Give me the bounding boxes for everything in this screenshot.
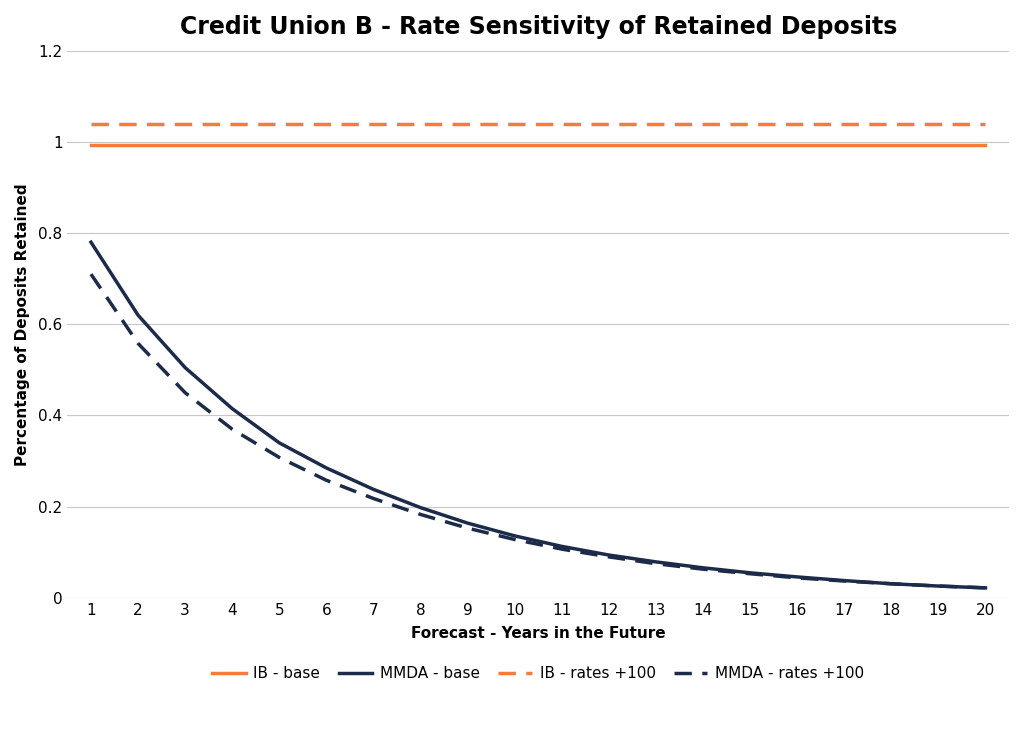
MMDA - base bbox=[368, 485, 380, 494]
MMDA - rates +100 bbox=[273, 453, 286, 462]
MMDA - rates +100 bbox=[226, 424, 239, 433]
IB - base bbox=[368, 141, 380, 150]
MMDA - base bbox=[179, 363, 191, 372]
IB - rates +100 bbox=[838, 119, 850, 128]
MMDA - base bbox=[462, 519, 474, 528]
IB - rates +100 bbox=[932, 119, 944, 128]
MMDA - base bbox=[697, 563, 710, 572]
IB - base bbox=[979, 141, 991, 150]
IB - base bbox=[932, 141, 944, 150]
MMDA - base bbox=[979, 583, 991, 592]
MMDA - rates +100 bbox=[368, 494, 380, 503]
MMDA - rates +100 bbox=[697, 565, 710, 574]
IB - rates +100 bbox=[226, 119, 239, 128]
MMDA - base bbox=[415, 503, 427, 512]
X-axis label: Forecast - Years in the Future: Forecast - Years in the Future bbox=[411, 626, 666, 641]
IB - rates +100 bbox=[650, 119, 663, 128]
MMDA - base bbox=[509, 531, 521, 540]
MMDA - base bbox=[226, 404, 239, 413]
Y-axis label: Percentage of Deposits Retained: Percentage of Deposits Retained bbox=[15, 183, 30, 465]
IB - base bbox=[462, 141, 474, 150]
IB - rates +100 bbox=[979, 119, 991, 128]
MMDA - base bbox=[885, 580, 897, 588]
IB - rates +100 bbox=[415, 119, 427, 128]
IB - rates +100 bbox=[132, 119, 144, 128]
IB - rates +100 bbox=[556, 119, 568, 128]
IB - base bbox=[885, 141, 897, 150]
IB - base bbox=[132, 141, 144, 150]
MMDA - rates +100 bbox=[462, 524, 474, 533]
MMDA - rates +100 bbox=[650, 559, 663, 568]
IB - base bbox=[556, 141, 568, 150]
IB - rates +100 bbox=[697, 119, 710, 128]
MMDA - rates +100 bbox=[932, 582, 944, 591]
IB - rates +100 bbox=[743, 119, 756, 128]
IB - rates +100 bbox=[85, 119, 97, 128]
MMDA - rates +100 bbox=[132, 339, 144, 348]
IB - rates +100 bbox=[603, 119, 615, 128]
IB - base bbox=[743, 141, 756, 150]
IB - rates +100 bbox=[179, 119, 191, 128]
IB - base bbox=[509, 141, 521, 150]
MMDA - rates +100 bbox=[979, 583, 991, 592]
MMDA - rates +100 bbox=[885, 580, 897, 588]
MMDA - base bbox=[791, 573, 803, 582]
IB - rates +100 bbox=[791, 119, 803, 128]
MMDA - rates +100 bbox=[509, 535, 521, 544]
MMDA - base bbox=[743, 568, 756, 577]
MMDA - base bbox=[932, 582, 944, 591]
MMDA - rates +100 bbox=[838, 577, 850, 585]
IB - rates +100 bbox=[509, 119, 521, 128]
IB - base bbox=[838, 141, 850, 150]
IB - base bbox=[650, 141, 663, 150]
MMDA - base bbox=[85, 237, 97, 246]
IB - base bbox=[226, 141, 239, 150]
MMDA - rates +100 bbox=[179, 388, 191, 397]
MMDA - rates +100 bbox=[791, 574, 803, 582]
Legend: IB - base, MMDA - base, IB - rates +100, MMDA - rates +100: IB - base, MMDA - base, IB - rates +100,… bbox=[206, 660, 870, 688]
MMDA - rates +100 bbox=[743, 569, 756, 578]
MMDA - base bbox=[556, 542, 568, 551]
MMDA - base bbox=[132, 311, 144, 320]
MMDA - base bbox=[603, 551, 615, 559]
IB - rates +100 bbox=[368, 119, 380, 128]
IB - base bbox=[321, 141, 333, 150]
IB - rates +100 bbox=[321, 119, 333, 128]
MMDA - base bbox=[838, 576, 850, 585]
IB - base bbox=[179, 141, 191, 150]
IB - rates +100 bbox=[885, 119, 897, 128]
IB - rates +100 bbox=[273, 119, 286, 128]
IB - base bbox=[603, 141, 615, 150]
Line: MMDA - base: MMDA - base bbox=[91, 242, 985, 588]
MMDA - rates +100 bbox=[85, 269, 97, 278]
IB - base bbox=[273, 141, 286, 150]
MMDA - rates +100 bbox=[415, 510, 427, 519]
Line: MMDA - rates +100: MMDA - rates +100 bbox=[91, 274, 985, 588]
MMDA - rates +100 bbox=[556, 545, 568, 554]
IB - base bbox=[85, 141, 97, 150]
MMDA - rates +100 bbox=[603, 552, 615, 561]
IB - base bbox=[415, 141, 427, 150]
IB - base bbox=[697, 141, 710, 150]
IB - base bbox=[791, 141, 803, 150]
MMDA - base bbox=[321, 464, 333, 473]
MMDA - rates +100 bbox=[321, 476, 333, 485]
IB - rates +100 bbox=[462, 119, 474, 128]
Title: Credit Union B - Rate Sensitivity of Retained Deposits: Credit Union B - Rate Sensitivity of Ret… bbox=[179, 15, 897, 39]
MMDA - base bbox=[273, 439, 286, 447]
MMDA - base bbox=[650, 557, 663, 566]
